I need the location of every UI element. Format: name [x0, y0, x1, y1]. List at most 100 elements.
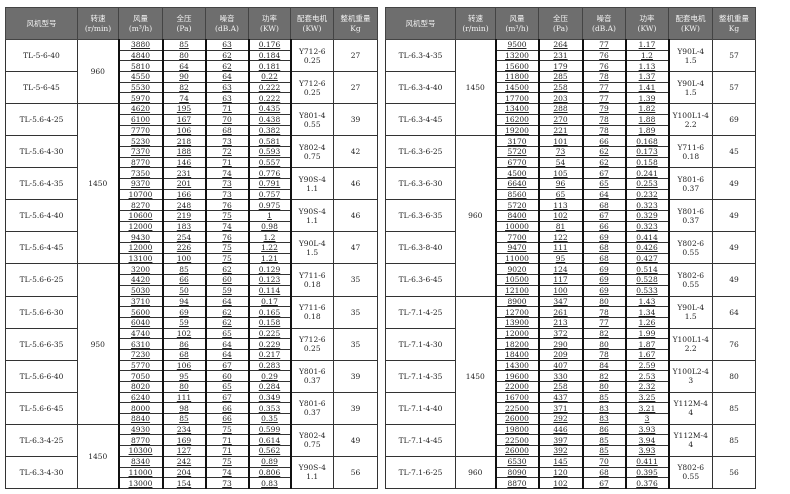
weight-cell: 35 [333, 263, 378, 297]
motor-cell: Y90L-4 1.5 [668, 295, 713, 329]
motor-cell: Y802-6 0.55 [668, 455, 713, 489]
weight-cell: 49 [712, 231, 756, 265]
header-pressure: 全压 (Pa) [538, 7, 583, 40]
model-cell: TL-6.3-6-45 [385, 263, 456, 297]
noise-cell: 65 [204, 327, 250, 340]
motor-cell: Y801-6 0.37 [290, 359, 334, 393]
weight-cell: 27 [333, 38, 378, 73]
table-row: 19600 330 82 2.53 [386, 370, 756, 382]
pressure-cell: 65 [537, 188, 584, 201]
airflow-cell: 3170 [494, 135, 540, 147]
pressure-cell: 80 [161, 49, 207, 62]
power-cell: 0.353 [247, 402, 292, 415]
airflow-cell: 9500 [494, 39, 540, 51]
noise-cell: 77 [581, 39, 627, 51]
table-row: TL-5.6-4-30 5230 218 73 0.581 Y802-4 0.75 42 [5, 135, 378, 169]
model-cell: TL-6.3-4-45 [385, 103, 456, 137]
pressure-cell: 204 [161, 466, 207, 479]
model-cell: TL-6.3-4-25 [5, 423, 78, 457]
table-row: 17700 203 77 1.39 [386, 92, 756, 105]
noise-cell: 77 [581, 92, 627, 105]
power-cell: 2.32 [624, 381, 670, 393]
pressure-cell: 124 [537, 263, 584, 276]
pressure-cell: 102 [161, 327, 207, 340]
pressure-cell: 154 [161, 477, 207, 489]
airflow-cell: 13400 [494, 103, 540, 115]
noise-cell: 65 [581, 177, 627, 190]
speed-cell: 950 [77, 263, 119, 425]
power-cell: 0.349 [247, 391, 292, 404]
noise-cell: 71 [204, 445, 250, 457]
pressure-cell: 166 [161, 188, 207, 201]
pressure-cell: 226 [161, 242, 207, 254]
airflow-cell: 5030 [117, 284, 164, 297]
table-row: 8870 102 67 0.376 [386, 477, 756, 489]
header-airflow: 风量 (m³/h) [118, 7, 163, 40]
table-row: TL-7.1-4-35 14300 407 84 2.59 Y100L2-4 3 80 [385, 359, 756, 393]
airflow-cell: 11000 [494, 252, 540, 265]
table-row: 8840 85 66 0.35 [6, 413, 378, 425]
table-row: TL-6.3-4-30 8340 242 75 0.89 Y90S-4 1.1 56 [5, 455, 378, 489]
airflow-cell: 12700 [494, 306, 540, 318]
airflow-cell: 7050 [117, 370, 164, 382]
airflow-cell: 19800 [494, 423, 540, 436]
speed-cell: 960 [455, 135, 496, 297]
airflow-cell: 3200 [117, 263, 164, 276]
airflow-cell: 8090 [494, 466, 540, 479]
header-power: 功率 (KW) [625, 7, 669, 40]
table-row: TL-6.3-6-45 9020 124 69 0.514 Y802-6 0.55 49 [385, 263, 756, 297]
motor-cell: Y712-6 0.25 [290, 71, 334, 105]
noise-cell: 85 [581, 445, 627, 457]
airflow-cell: 13200 [494, 49, 540, 62]
table-row: TL-7.1-4-40 16700 437 85 3.25 Y112M-4 4 85 [385, 391, 756, 425]
airflow-cell: 22500 [494, 434, 540, 447]
weight-cell: 49 [712, 167, 756, 201]
weight-cell: 47 [333, 231, 378, 265]
noise-cell: 67 [204, 359, 250, 372]
pressure-cell: 82 [161, 81, 207, 94]
airflow-cell: 11000 [117, 466, 164, 479]
power-cell: 1.17 [624, 39, 670, 51]
power-cell: 0.83 [247, 477, 292, 489]
pressure-cell: 50 [161, 284, 207, 297]
pressure-cell: 111 [161, 391, 207, 404]
airflow-cell: 8020 [117, 381, 164, 393]
power-cell: 0.232 [624, 188, 670, 201]
motor-cell: Y112M-4 4 [668, 391, 713, 425]
weight-cell: 64 [712, 295, 756, 329]
weight-cell: 85 [712, 391, 756, 425]
airflow-cell: 4420 [117, 274, 164, 286]
power-cell: 1.87 [624, 338, 670, 350]
airflow-cell: 6530 [494, 455, 540, 468]
motor-cell: Y90S-4 1.1 [290, 167, 334, 201]
noise-cell: 76 [204, 231, 250, 244]
airflow-cell: 6100 [117, 113, 164, 126]
power-cell: 0.217 [247, 348, 292, 361]
pressure-cell: 219 [161, 210, 207, 222]
power-cell: 2.59 [624, 359, 670, 372]
header-weight: 整机重量 Kg [712, 7, 756, 40]
table-row: TL-6.3-4-35 1450 9500 264 77 1.17 Y90L-4 1.5 57 [385, 38, 756, 137]
table-row: TL-6.3-4-25 1450 4930 234 75 0.599 Y802-4 0.75… [5, 423, 378, 489]
airflow-cell: 8560 [494, 188, 540, 201]
noise-cell: 63 [204, 92, 250, 105]
power-cell: 0.176 [247, 39, 292, 51]
power-cell: 0.158 [247, 316, 292, 329]
power-cell: 0.426 [624, 242, 670, 254]
motor-cell: Y100L2-4 3 [668, 359, 713, 393]
pressure-cell: 167 [161, 113, 207, 126]
power-cell: 2.53 [624, 370, 670, 382]
power-cell: 0.528 [624, 274, 670, 286]
pressure-cell: 127 [161, 445, 207, 457]
airflow-cell: 14500 [494, 81, 540, 94]
model-cell: TL-7.1-4-25 [385, 295, 456, 329]
motor-cell: Y90L-4 1.5 [290, 231, 334, 265]
table-row: TL-5.6-6-40 5770 106 67 0.283 Y801-6 0.37 39 [5, 359, 378, 393]
model-cell: TL-6.3-8-40 [385, 231, 456, 265]
noise-cell: 69 [581, 263, 627, 276]
noise-cell: 67 [581, 210, 627, 222]
power-cell: 0.98 [247, 220, 292, 233]
motor-cell: Y802-6 0.55 [668, 231, 713, 265]
airflow-cell: 6240 [117, 391, 164, 404]
noise-cell: 62 [204, 263, 250, 276]
